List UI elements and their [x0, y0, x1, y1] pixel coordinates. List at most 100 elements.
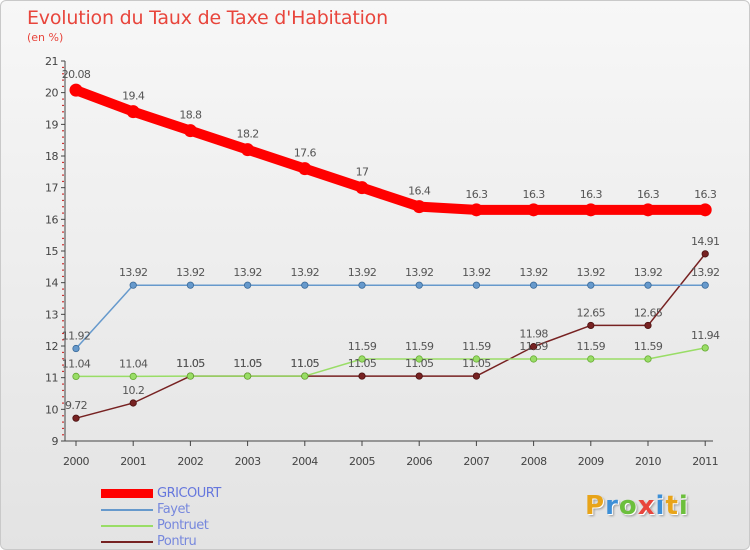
data-labels: 20.08 19.4 18.8 18.2 17.6 17 16.4 16.3 16.3 16.3 1…	[62, 68, 721, 412]
y-minor-tick	[62, 263, 64, 265]
y-minor-tick	[62, 149, 64, 151]
y-minor-tick	[62, 161, 64, 164]
series-line-pontru	[75, 253, 706, 419]
x-tick-label: 2001	[120, 455, 146, 468]
y-minor-tick	[62, 294, 64, 297]
y-tick-label: 10	[45, 403, 58, 416]
data-point-fayet	[72, 344, 80, 353]
data-point-gricourt	[412, 200, 426, 214]
data-point-gricourt	[241, 143, 255, 157]
data-point-fayet	[587, 281, 595, 289]
y-minor-tick	[62, 434, 64, 436]
data-point-gricourt	[698, 203, 712, 217]
data-label-pontruet: 11.59	[462, 340, 491, 353]
y-minor-tick	[62, 130, 64, 132]
data-point-pontruet	[129, 372, 137, 380]
y-minor-tick	[62, 244, 64, 246]
data-point-pontru	[644, 321, 652, 330]
data-label-pontru: 10.2	[122, 384, 144, 397]
y-minor-tick	[62, 174, 64, 176]
data-label-pontru: 11.05	[462, 357, 491, 370]
data-point-fayet	[644, 281, 652, 289]
data-label-fayet: 13.92	[634, 266, 663, 279]
data-label-fayet: 13.92	[119, 266, 148, 279]
data-label-pontruet: 11.04	[62, 357, 91, 370]
y-tick-label: 20	[45, 87, 58, 100]
y-minor-tick	[62, 421, 64, 423]
x-tick-label: 2005	[349, 455, 375, 468]
data-label-gricourt: 16.3	[580, 188, 603, 201]
y-minor-tick	[62, 332, 64, 335]
legend-label: Fayet	[157, 502, 190, 517]
y-minor-tick	[62, 73, 64, 75]
data-label-pontruet: 11.59	[519, 340, 548, 353]
y-minor-tick	[62, 231, 64, 233]
data-point-pontru	[472, 372, 480, 380]
data-label-pontru: 12.65	[577, 306, 606, 319]
y-minor-tick	[62, 180, 64, 183]
legend-label: GRICOURT	[157, 486, 221, 501]
data-point-gricourt	[183, 124, 197, 138]
data-point-pontru	[129, 399, 137, 407]
y-tick-label: 19	[45, 118, 58, 131]
y-minor-tick	[62, 142, 64, 145]
data-point-gricourt	[469, 203, 483, 217]
data-point-fayet	[415, 281, 423, 289]
data-label-pontruet: 11.59	[577, 340, 606, 353]
y-tick-label: 9	[52, 435, 59, 448]
data-point-gricourt	[641, 203, 655, 217]
y-minor-tick	[62, 225, 64, 227]
data-point-fayet	[129, 281, 137, 289]
data-label-gricourt: 17	[356, 166, 369, 179]
y-tick-label: 11	[45, 372, 58, 385]
data-point-fayet	[472, 281, 480, 289]
legend-swatch	[101, 525, 153, 527]
y-minor-tick	[62, 358, 64, 360]
data-point-pontruet	[644, 355, 652, 363]
y-tick-label: 15	[45, 245, 58, 258]
data-label-gricourt: 19.4	[122, 90, 145, 103]
y-minor-tick	[62, 206, 64, 208]
x-tick-label: 2010	[635, 455, 661, 468]
x-tick-label: 2008	[521, 455, 547, 468]
data-label-pontru: 9.72	[65, 399, 87, 412]
data-point-gricourt	[69, 83, 83, 97]
y-minor-tick	[62, 193, 64, 195]
data-label-pontruet: 11.94	[691, 329, 720, 342]
data-label-fayet: 13.92	[519, 266, 548, 279]
data-point-pontru	[701, 250, 709, 258]
y-minor-tick	[62, 199, 64, 202]
legend-swatch	[101, 509, 153, 511]
data-label-fayet: 13.92	[291, 266, 320, 279]
data-point-pontruet	[701, 344, 709, 352]
data-point-fayet	[186, 281, 194, 289]
series-line-pontruet	[76, 347, 706, 378]
y-minor-tick	[62, 320, 64, 322]
data-label-gricourt: 16.3	[523, 188, 546, 201]
data-label-pontru: 11.05	[176, 357, 205, 370]
y-minor-tick	[62, 288, 64, 290]
data-point-pontru	[529, 343, 538, 351]
x-tick-label: 2003	[235, 455, 261, 468]
data-point-pontruet	[587, 355, 595, 363]
chart-axes: 9 10 11 12 13 14 15 16 17 18 19 20 21 2000 2001 2002 200…	[45, 55, 719, 468]
brand-letter: o	[618, 491, 638, 521]
x-tick-label: 2009	[578, 455, 604, 468]
y-minor-tick	[62, 104, 64, 107]
data-label-pontru: 14.91	[691, 235, 720, 248]
brand-letter: t	[665, 491, 679, 521]
y-minor-tick	[62, 301, 64, 303]
y-minor-tick	[62, 370, 64, 373]
data-point-pontru	[72, 414, 80, 422]
data-label-gricourt: 16.3	[465, 188, 488, 201]
data-label-fayet: 13.92	[233, 266, 262, 279]
data-label-fayet: 13.92	[577, 266, 606, 279]
data-point-pontruet	[529, 355, 538, 363]
legend-swatch	[101, 489, 153, 498]
data-point-fayet	[529, 281, 538, 289]
y-minor-tick	[62, 389, 64, 392]
series-line-fayet	[75, 284, 706, 350]
y-minor-tick	[62, 339, 64, 341]
